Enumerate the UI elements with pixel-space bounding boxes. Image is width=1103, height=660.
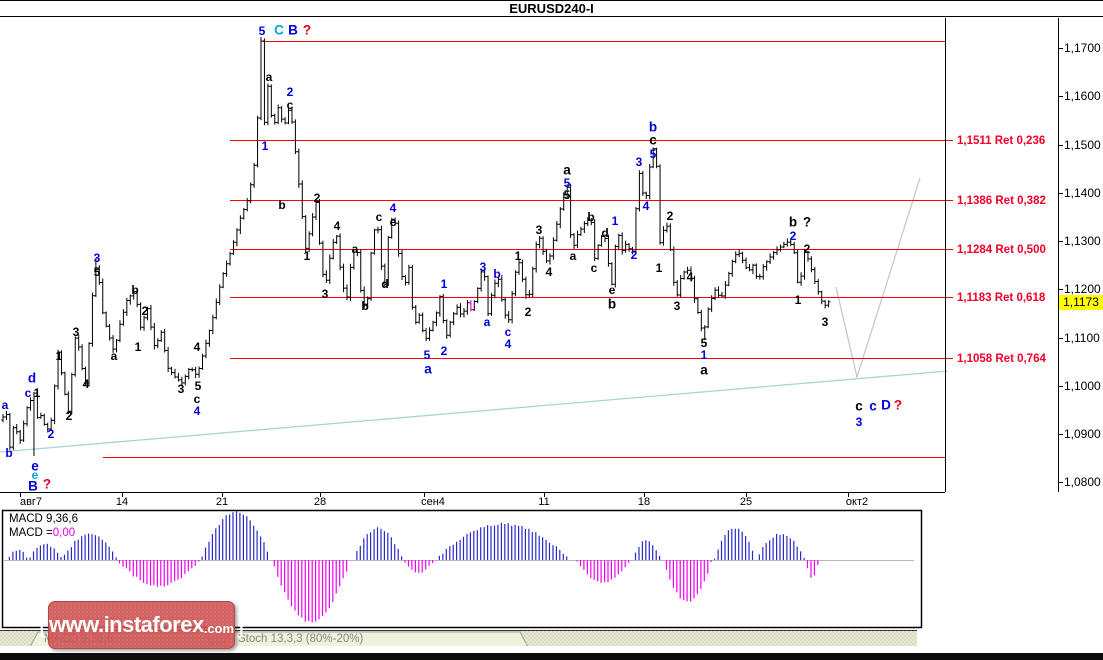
macd-value-label: MACD =	[9, 527, 53, 539]
macd-legend: MACD 9,36,6 MACD =0,00	[9, 512, 78, 540]
strip-gap	[0, 646, 917, 653]
logo-bracket-right: ]	[237, 607, 245, 638]
macd-positive-bars	[8, 511, 805, 560]
bottom-bar	[0, 653, 1103, 660]
price-bars	[1, 37, 831, 456]
macd-value-line: MACD =0,00	[9, 526, 78, 540]
axis-ticks	[20, 48, 1063, 497]
macd-params: MACD 9,36,6	[9, 513, 79, 525]
macd-panel[interactable]	[1, 509, 923, 629]
fibonacci-lines	[103, 41, 953, 458]
chart-axes	[0, 18, 1059, 493]
logo-bracket-left: [	[38, 607, 46, 638]
highlighted-bar	[469, 300, 473, 312]
macd-negative-bars	[118, 560, 819, 623]
trendline	[0, 370, 949, 453]
current-price-badge: 1,1173	[1059, 295, 1103, 310]
forecast-path	[835, 177, 921, 380]
logo-tld: .com	[203, 620, 235, 636]
tab-stoch[interactable]: Stoch 13,3,3 (80%-20%)	[238, 633, 364, 645]
instaforex-logo[interactable]: [ www.instaforex .com ]	[39, 601, 244, 649]
macd-value: 0,00	[52, 527, 76, 539]
logo-name: www.instaforex	[48, 612, 204, 637]
chart-title: EURUSD240-I	[0, 0, 1103, 17]
